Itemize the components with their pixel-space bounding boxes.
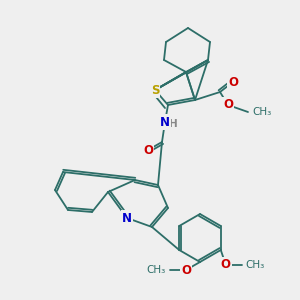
- Text: CH₃: CH₃: [246, 260, 265, 270]
- Text: O: O: [181, 263, 191, 277]
- Text: CH₃: CH₃: [252, 107, 271, 117]
- Text: CH₃: CH₃: [147, 265, 166, 275]
- Text: O: O: [221, 259, 231, 272]
- Text: O: O: [228, 76, 238, 88]
- Text: N: N: [122, 212, 132, 224]
- Text: O: O: [223, 98, 233, 112]
- Text: N: N: [160, 116, 170, 128]
- Text: H: H: [169, 119, 177, 129]
- Text: S: S: [151, 83, 159, 97]
- Text: O: O: [143, 143, 153, 157]
